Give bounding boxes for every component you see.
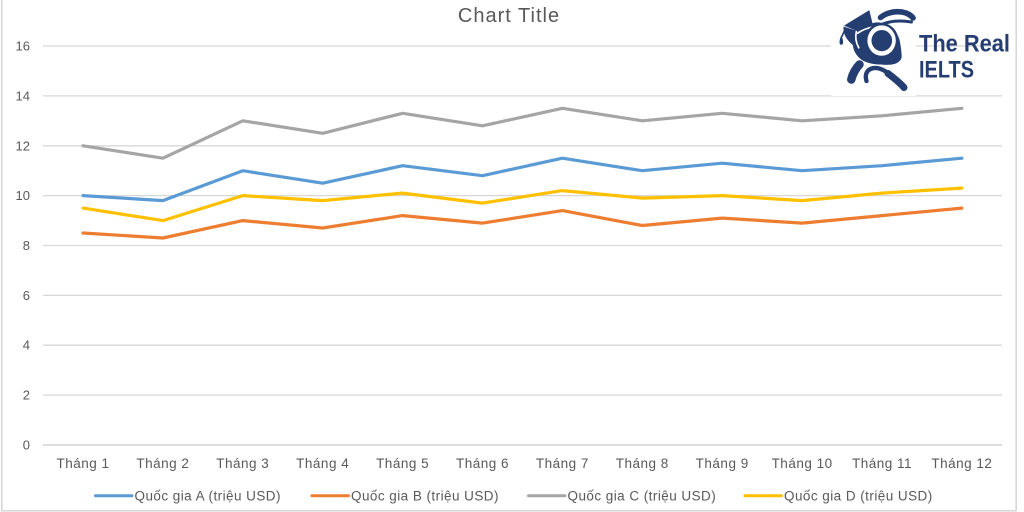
svg-text:Tháng 6: Tháng 6	[456, 456, 509, 471]
svg-text:Tháng 9: Tháng 9	[696, 456, 749, 471]
svg-text:16: 16	[16, 39, 30, 54]
svg-text:The Real: The Real	[919, 31, 1010, 58]
svg-text:Chart Title: Chart Title	[458, 5, 560, 27]
svg-text:8: 8	[23, 238, 30, 253]
svg-text:4: 4	[23, 338, 30, 353]
svg-text:IELTS: IELTS	[919, 57, 974, 84]
svg-text:Tháng 10: Tháng 10	[772, 456, 833, 471]
svg-text:Tháng 1: Tháng 1	[56, 456, 109, 471]
svg-text:Quốc gia B (triệu USD): Quốc gia B (triệu USD)	[351, 489, 499, 504]
svg-text:Quốc gia C (triệu USD): Quốc gia C (triệu USD)	[568, 489, 717, 504]
svg-text:Tháng 12: Tháng 12	[931, 456, 992, 471]
svg-text:6: 6	[23, 288, 30, 303]
svg-text:2: 2	[23, 388, 30, 403]
svg-text:Quốc gia A (triệu USD): Quốc gia A (triệu USD)	[135, 489, 281, 504]
svg-text:Tháng 7: Tháng 7	[536, 456, 589, 471]
svg-text:10: 10	[16, 188, 30, 203]
svg-text:Tháng 8: Tháng 8	[616, 456, 669, 471]
svg-text:14: 14	[16, 88, 30, 103]
svg-text:Tháng 4: Tháng 4	[296, 456, 349, 471]
svg-text:Tháng 11: Tháng 11	[852, 456, 912, 471]
svg-text:Tháng 2: Tháng 2	[136, 456, 189, 471]
svg-text:Quốc gia D (triệu USD): Quốc gia D (triệu USD)	[784, 489, 933, 504]
svg-text:0: 0	[23, 438, 30, 453]
svg-text:Tháng 3: Tháng 3	[216, 456, 269, 471]
svg-text:12: 12	[16, 138, 30, 153]
svg-text:Tháng 5: Tháng 5	[376, 456, 429, 471]
